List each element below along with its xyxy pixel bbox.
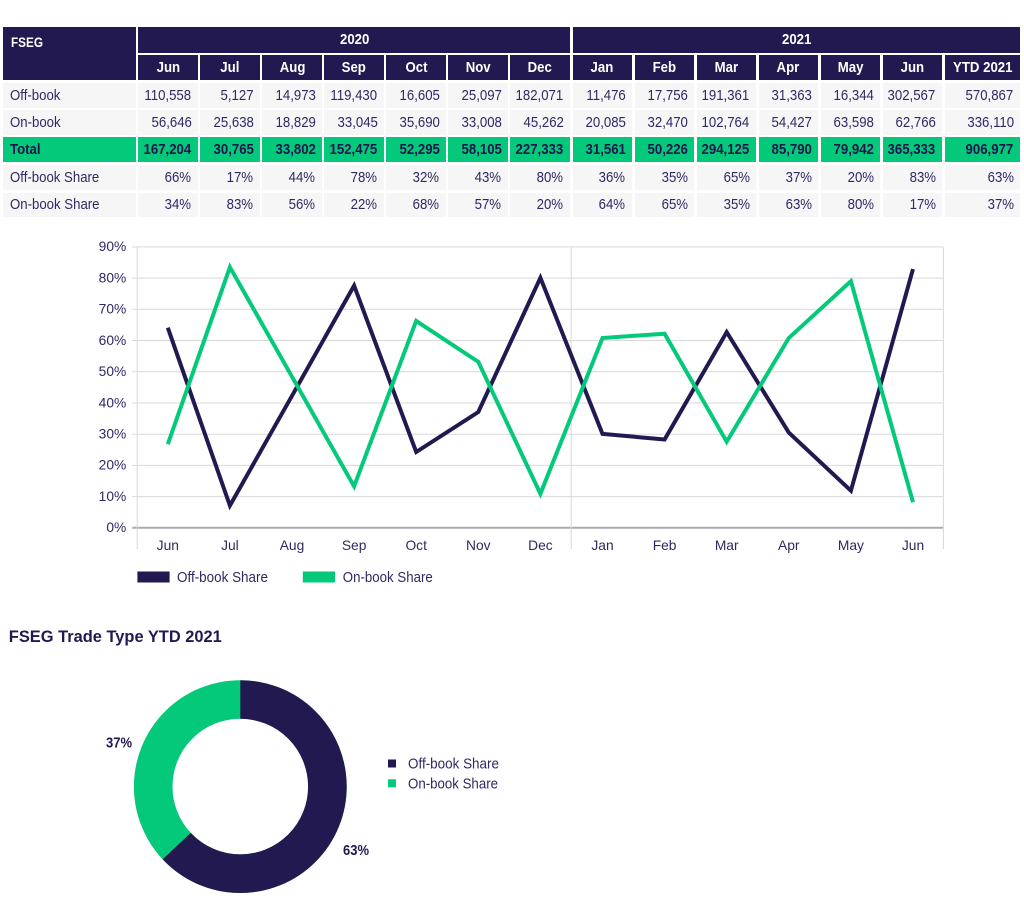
svg-text:70%: 70% (99, 302, 127, 317)
svg-text:30%: 30% (99, 427, 127, 442)
svg-text:Sep: Sep (342, 538, 367, 553)
svg-text:Aug: Aug (280, 538, 305, 553)
svg-text:Nov: Nov (466, 538, 491, 553)
svg-text:80%: 80% (99, 270, 127, 285)
svg-text:10%: 10% (99, 489, 127, 504)
svg-text:FSEG Trade Type YTD 2021: FSEG Trade Type YTD 2021 (9, 627, 222, 646)
svg-text:Apr: Apr (778, 538, 800, 553)
svg-text:On-book Share: On-book Share (343, 570, 433, 586)
svg-text:Jan: Jan (591, 538, 613, 553)
svg-text:Jun: Jun (902, 538, 924, 553)
svg-text:Mar: Mar (715, 538, 739, 553)
svg-text:37%: 37% (106, 736, 132, 752)
svg-text:May: May (838, 538, 864, 553)
svg-text:50%: 50% (99, 364, 127, 379)
svg-text:40%: 40% (99, 395, 127, 410)
svg-text:Off-book Share: Off-book Share (177, 570, 268, 586)
svg-text:60%: 60% (99, 333, 127, 348)
svg-text:Off-book Share: Off-book Share (408, 757, 499, 773)
svg-text:On-book Share: On-book Share (408, 777, 498, 793)
svg-text:Oct: Oct (405, 538, 427, 553)
svg-text:20%: 20% (99, 458, 127, 473)
svg-text:63%: 63% (343, 843, 369, 859)
svg-text:Feb: Feb (653, 538, 677, 553)
svg-text:0%: 0% (106, 520, 126, 535)
svg-text:Dec: Dec (528, 538, 553, 553)
svg-text:90%: 90% (99, 239, 127, 254)
svg-text:Jul: Jul (221, 538, 239, 553)
svg-text:Jun: Jun (157, 538, 179, 553)
